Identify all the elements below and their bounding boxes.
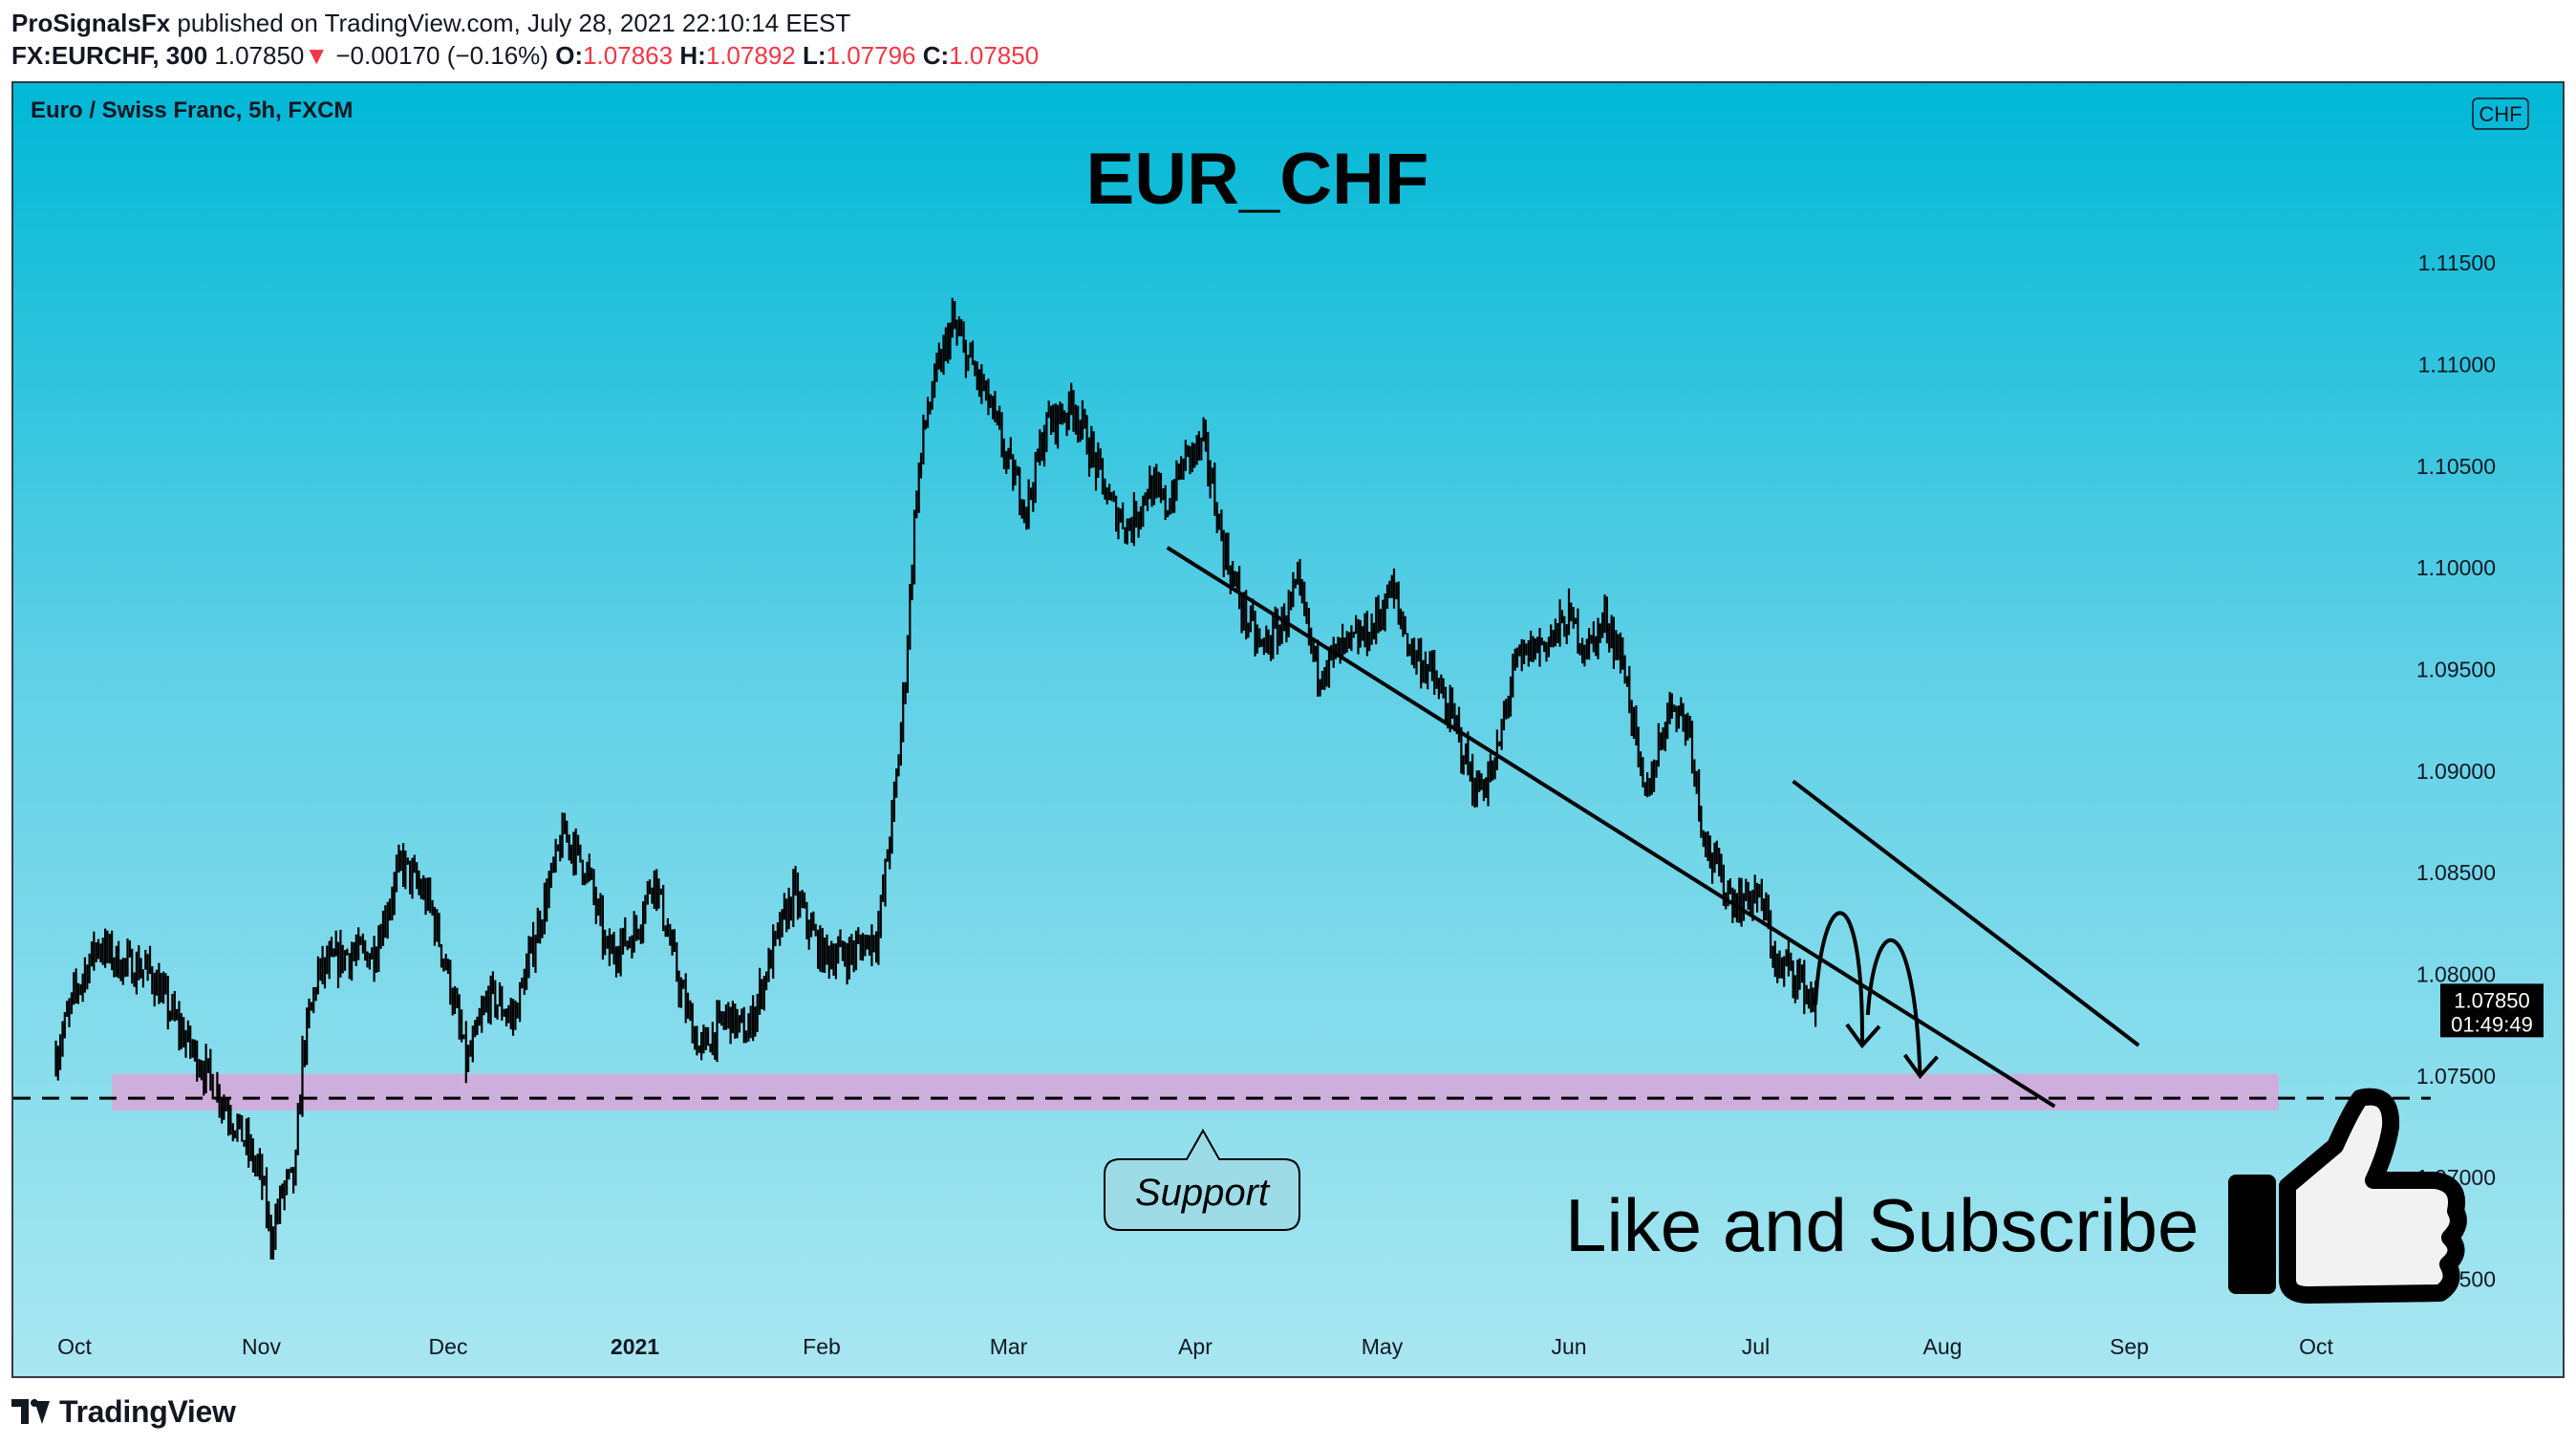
publisher-name: ProSignalsFx xyxy=(11,9,171,37)
open-label: O: xyxy=(555,41,584,70)
y-tick-label: 1.09000 xyxy=(2416,759,2496,784)
x-tick-label: Aug xyxy=(1923,1334,1963,1359)
projection-arrowhead-1 xyxy=(1845,1023,1881,1049)
x-tick-label: Oct xyxy=(2299,1334,2333,1359)
projection-arrow-1 xyxy=(1814,911,1864,1046)
thumbs-up-icon xyxy=(2228,1088,2467,1304)
currency-badge-text: CHF xyxy=(2479,102,2522,126)
x-tick-label: Oct xyxy=(57,1334,92,1359)
chart-svg: 1.11500 1.11000 1.10500 1.10000 1.09500 1.090… xyxy=(13,97,2544,1359)
publish-info: ProSignalsFx published on TradingView.co… xyxy=(11,6,850,40)
change-value: −0.00170 (−0.16%) xyxy=(335,41,548,70)
x-tick-label: Mar xyxy=(990,1334,1028,1359)
last-price-label: 1.07850 xyxy=(2454,988,2530,1012)
last-price-badge xyxy=(2440,983,2544,1038)
chart-pane[interactable]: 1.11500 1.11000 1.10500 1.10000 1.09500 1.090… xyxy=(11,81,2565,1378)
publish-text: published on TradingView.com, July 28, 2… xyxy=(177,9,851,37)
open-value: 1.07863 xyxy=(583,41,674,70)
projection-arrowhead-2 xyxy=(1902,1053,1940,1079)
close-value: 1.07850 xyxy=(949,41,1040,70)
support-label: Support xyxy=(1135,1172,1271,1214)
high-label: H: xyxy=(679,41,706,70)
symbol-label: FX:EURCHF, 300 xyxy=(11,41,208,70)
x-tick-label: Feb xyxy=(803,1334,841,1359)
cta-text: Like and Subscribe xyxy=(1565,1183,2199,1267)
x-tick-label: Apr xyxy=(1178,1334,1213,1359)
price-candles xyxy=(54,297,1817,1260)
y-tick-label: 1.09500 xyxy=(2416,657,2496,681)
x-tick-label: May xyxy=(1362,1334,1404,1359)
brand-name: TradingView xyxy=(59,1393,236,1429)
down-arrow-icon: ▼ xyxy=(304,41,330,70)
y-tick-label: 1.10000 xyxy=(2416,555,2496,580)
y-tick-label: 1.08000 xyxy=(2416,961,2496,986)
countdown-label: 01:49:49 xyxy=(2451,1012,2533,1036)
thumb-cuff xyxy=(2228,1175,2276,1294)
x-tick-label: Dec xyxy=(429,1334,468,1359)
low-value: 1.07796 xyxy=(826,41,916,70)
currency-badge xyxy=(2472,97,2529,130)
chart-title: EUR_CHF xyxy=(1086,139,1429,220)
x-tick-label: Sep xyxy=(2110,1334,2149,1359)
ohlc-bar: FX:EURCHF, 300 1.07850▼ −0.00170 (−0.16%… xyxy=(11,40,1039,71)
support-zone xyxy=(112,1073,2279,1111)
support-callout xyxy=(1104,1128,1300,1231)
y-tick-label: 1.07500 xyxy=(2416,1064,2496,1089)
projection-arrow-2 xyxy=(1865,938,1922,1076)
trendline-1 xyxy=(1166,546,2056,1109)
y-tick-label: 1.10500 xyxy=(2416,454,2496,479)
tradingview-logo-icon xyxy=(11,1399,50,1424)
last-price: 1.07850 xyxy=(214,41,305,70)
x-tick-label: 2021 xyxy=(611,1334,659,1359)
x-tick-label: Jun xyxy=(1551,1334,1586,1359)
instrument-label: Euro / Swiss Franc, 5h, FXCM xyxy=(31,97,353,123)
tradingview-footer[interactable]: TradingView xyxy=(11,1391,236,1433)
y-tick-label: 1.11000 xyxy=(2418,353,2496,377)
x-tick-label: Jul xyxy=(1742,1334,1770,1359)
y-tick-label: 1.11500 xyxy=(2418,250,2496,275)
y-tick-label: 1.08500 xyxy=(2416,860,2496,885)
trendline-2 xyxy=(1792,779,2140,1047)
x-tick-label: Nov xyxy=(242,1334,281,1359)
close-label: C: xyxy=(922,41,950,70)
high-value: 1.07892 xyxy=(705,41,796,70)
thumb-hand xyxy=(2279,1088,2467,1304)
low-label: L: xyxy=(802,41,826,70)
